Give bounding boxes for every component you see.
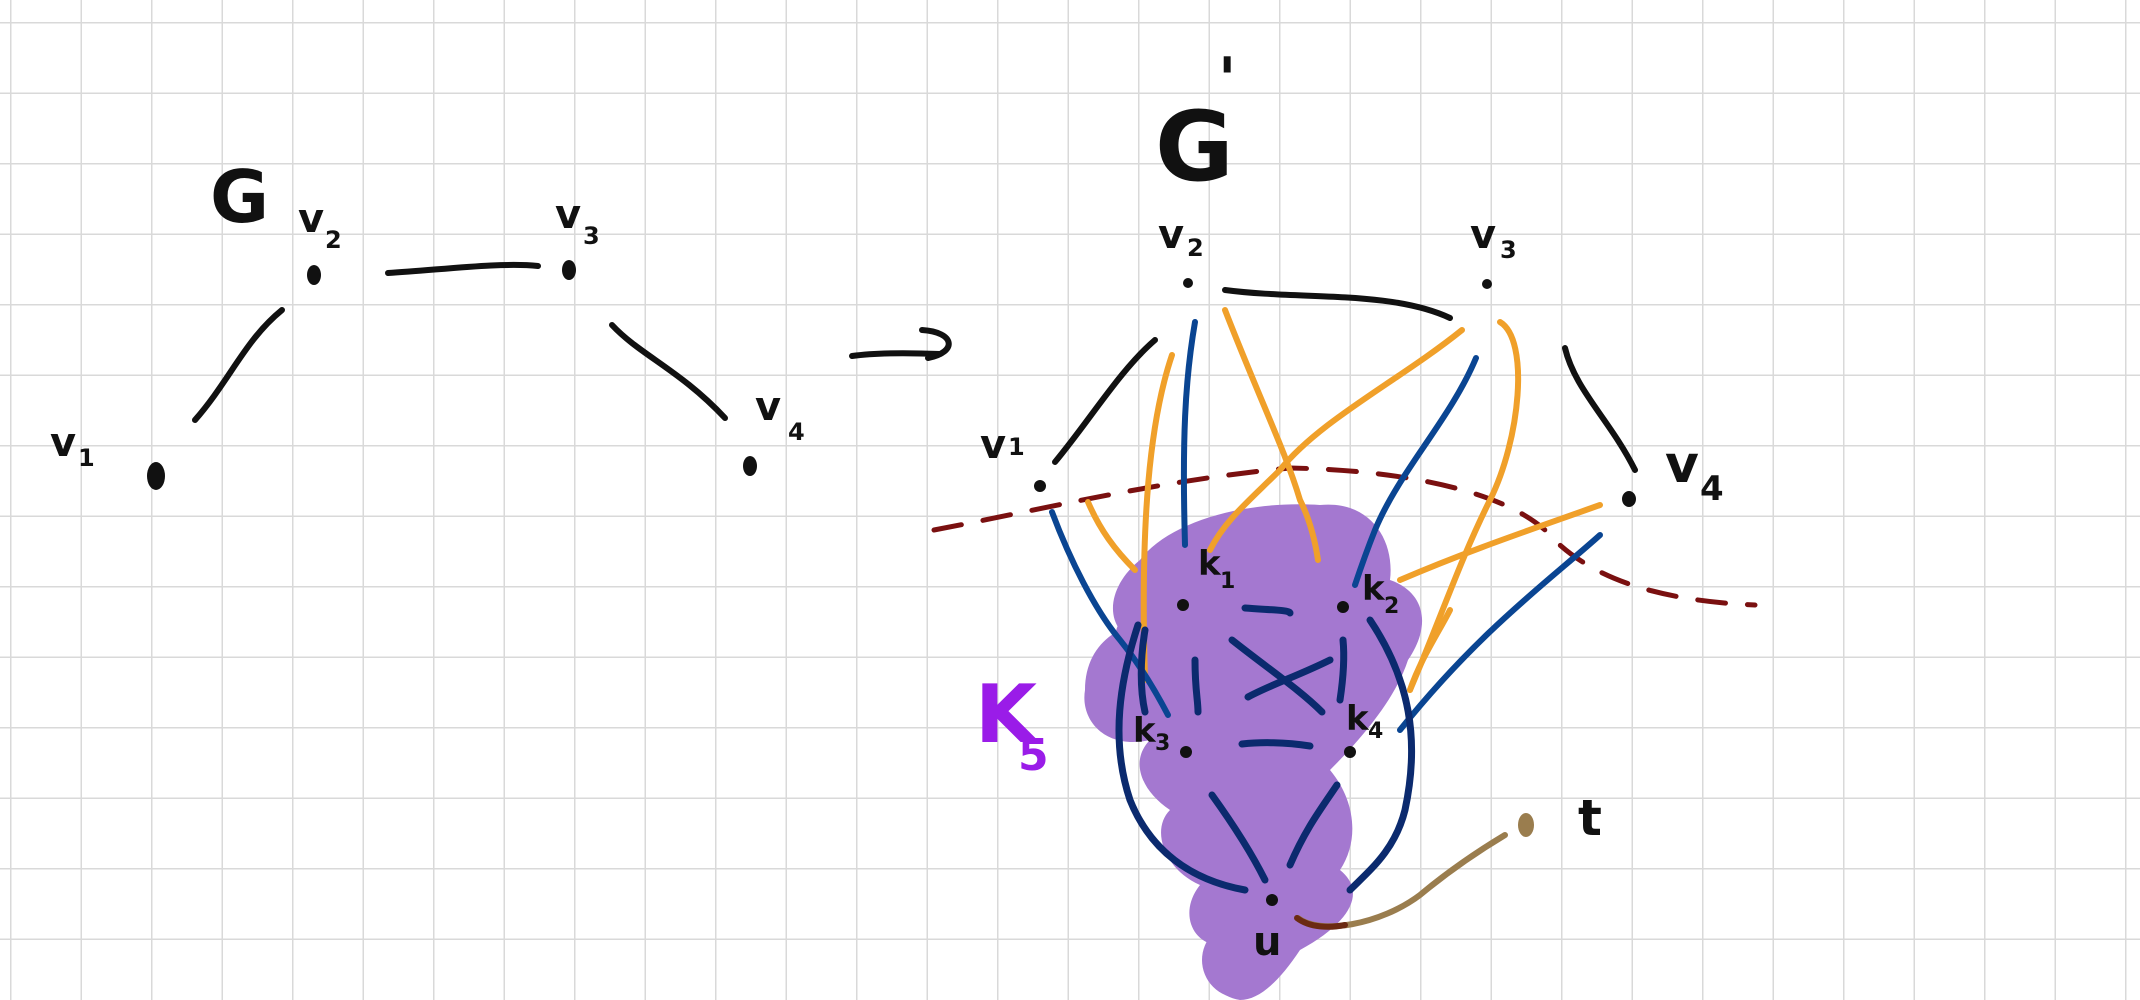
- orange-edges: [1085, 307, 1603, 693]
- graph-gp-prime: ': [1218, 45, 1236, 115]
- graph-g-prime: G ' v 2 v 3 v 1 v 4 k 1 k 2 k 3: [931, 45, 1758, 1000]
- blue-edge-v3-k2: [1352, 355, 1479, 588]
- gp-vertex-k4: [1344, 746, 1356, 758]
- graph-g: G v 2 v 3 v 1 v 4: [50, 155, 805, 490]
- orange-edge-5: [1397, 502, 1603, 583]
- gp-vertex-k2: [1337, 601, 1349, 613]
- svg-text:4: 4: [788, 418, 805, 446]
- k5-edge-k3-u: [1208, 791, 1269, 884]
- svg-text:1: 1: [1008, 433, 1025, 461]
- gp-v1-label: v 1: [980, 422, 1025, 468]
- vertex-v1-label: v 1: [50, 420, 95, 472]
- gp-k1-label: k 1: [1198, 544, 1235, 594]
- vertex-v4: [743, 456, 757, 476]
- gp-vertex-t: [1518, 813, 1534, 837]
- svg-text:v: v: [980, 422, 1006, 468]
- svg-text:3: 3: [1500, 236, 1517, 264]
- vertex-v3-label: v 3: [555, 192, 600, 250]
- gp-vertex-v2: [1183, 278, 1193, 288]
- gp-edge-v2-v3: [1222, 287, 1453, 321]
- svg-text:v: v: [1158, 212, 1184, 258]
- svg-text:k: k: [1198, 544, 1222, 584]
- k5-edge-k1-u-outer: [1115, 621, 1249, 894]
- svg-text:2: 2: [1187, 234, 1204, 262]
- svg-text:3: 3: [583, 222, 600, 250]
- svg-text:v: v: [1665, 435, 1699, 495]
- vertex-v3: [562, 260, 576, 280]
- arrow-head: [919, 327, 952, 361]
- vertex-v2: [307, 265, 321, 285]
- edge-u-t-start: [1294, 915, 1348, 930]
- gp-edge-v1-v2: [1052, 337, 1158, 465]
- blue-edge-v2-k1: [1180, 319, 1198, 548]
- gp-vertex-u: [1266, 894, 1278, 906]
- k5-edge-k2-k4: [1336, 636, 1348, 704]
- orange-edge-6: [1085, 499, 1138, 573]
- k5-edge-k1-k2: [1241, 604, 1294, 617]
- gp-u-label: u: [1253, 919, 1281, 965]
- orange-edge-4: [1407, 319, 1522, 693]
- gp-vertices: [1034, 278, 1636, 906]
- gp-v4-label: v 4: [1665, 435, 1724, 509]
- svg-text:k: k: [1133, 711, 1157, 751]
- svg-text:2: 2: [325, 226, 342, 254]
- orange-edge-1: [1140, 352, 1175, 683]
- orange-edge-7: [1407, 607, 1453, 693]
- edge-v1-v2: [192, 307, 285, 423]
- gp-v2-label: v 2: [1158, 212, 1204, 262]
- svg-text:4: 4: [1700, 469, 1724, 509]
- k5-edge-k1-k3: [1191, 656, 1202, 716]
- transform-arrow: [849, 327, 952, 361]
- arrow-shaft: [849, 350, 943, 359]
- svg-text:k: k: [1362, 569, 1386, 609]
- edge-v2-v3: [385, 261, 541, 276]
- k5-edge-k2-k3: [1244, 656, 1334, 701]
- svg-text:4: 4: [1368, 719, 1383, 744]
- k5-edge-k3-k4: [1238, 739, 1314, 750]
- gp-k3-label: k 3: [1133, 711, 1170, 756]
- gp-t-label: t: [1578, 789, 1602, 847]
- vertex-v4-label: v 4: [755, 384, 805, 446]
- gp-original-edges: [1052, 287, 1638, 473]
- gp-k2-label: k 2: [1362, 569, 1399, 619]
- svg-text:3: 3: [1155, 731, 1170, 756]
- blue-edge-v4-k4: [1397, 532, 1603, 733]
- svg-text:1: 1: [1220, 569, 1235, 594]
- graph-g-title: G: [210, 155, 269, 239]
- svg-text:v: v: [555, 192, 581, 238]
- k5-edge-k2-u-outer: [1346, 616, 1416, 894]
- k5-edges: [1115, 604, 1416, 894]
- k5-edge-k1-k3-outer: [1137, 626, 1149, 716]
- gp-vertex-v4: [1622, 491, 1636, 507]
- svg-text:5: 5: [1018, 730, 1049, 781]
- gp-v3-label: v 3: [1470, 212, 1517, 264]
- orange-edge-3: [1207, 327, 1465, 553]
- gp-vertex-k1: [1177, 599, 1189, 611]
- dashed-cut-line: [931, 465, 1758, 608]
- gp-vertex-v1: [1034, 480, 1046, 492]
- svg-text:k: k: [1346, 699, 1370, 739]
- svg-text:1: 1: [78, 444, 95, 472]
- blue-edge-v1-k3: [1049, 509, 1171, 718]
- gp-vertex-k3: [1180, 746, 1192, 758]
- gp-edge-v3-v4: [1562, 345, 1638, 473]
- k5-label: K 5: [975, 668, 1049, 781]
- k5-edge-k4-u: [1286, 781, 1341, 869]
- graph-gp-title: G: [1155, 91, 1234, 203]
- vertex-v2-label: v 2: [298, 196, 342, 254]
- svg-text:v: v: [50, 420, 76, 466]
- svg-text:v: v: [1470, 212, 1496, 258]
- blue-edges: [1049, 319, 1603, 733]
- gp-k4-label: k 4: [1346, 699, 1383, 744]
- svg-text:2: 2: [1384, 594, 1399, 619]
- svg-text:v: v: [755, 384, 781, 430]
- gp-vertex-v3: [1482, 279, 1492, 289]
- svg-text:K: K: [975, 668, 1040, 761]
- svg-text:v: v: [298, 196, 324, 242]
- edge-v3-v4: [609, 322, 728, 421]
- orange-edge-2: [1222, 307, 1321, 563]
- vertex-v1: [147, 462, 165, 490]
